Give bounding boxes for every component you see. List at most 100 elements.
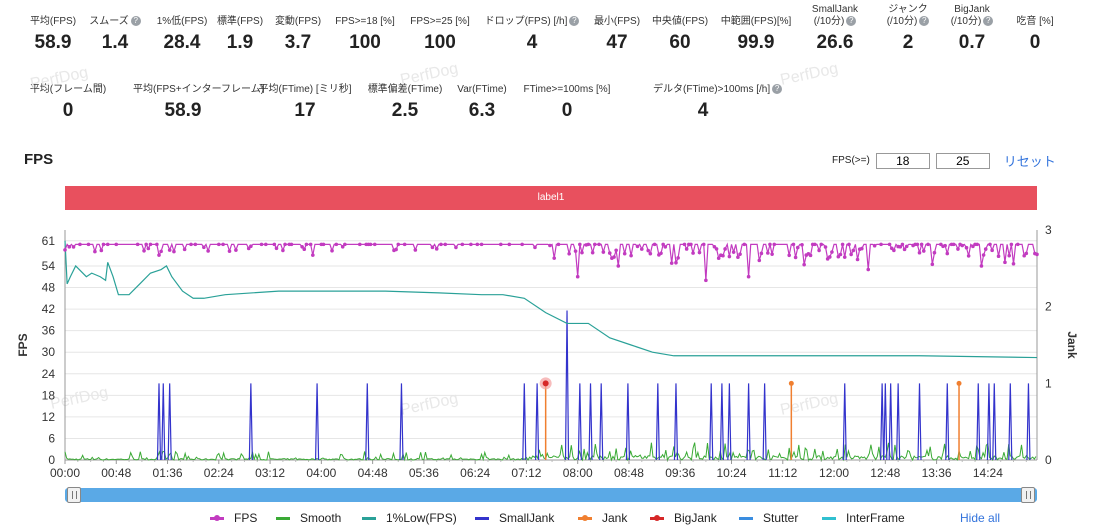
stat-13: BigJank (/10分)? 0.7 <box>922 4 1022 54</box>
fps-point <box>652 242 657 247</box>
fps-point <box>659 251 663 256</box>
label-bar[interactable]: label1 <box>65 186 1037 210</box>
fps-point <box>575 274 580 279</box>
smalljank-spike <box>161 383 166 461</box>
fps-point <box>646 248 650 253</box>
help-icon[interactable]: ? <box>130 16 141 27</box>
fps-point <box>221 242 225 247</box>
fps-point <box>915 242 920 247</box>
legend-item-bigjank[interactable]: BigJank <box>650 511 717 525</box>
smalljank-spike <box>888 383 893 461</box>
y-tick-label: 48 <box>42 281 56 295</box>
reset-button[interactable]: リセット <box>1003 154 1056 169</box>
stat-value: 6.3 <box>468 100 496 121</box>
slider-handle-right[interactable] <box>1021 487 1035 503</box>
stat-label: FTime>=100ms [%] <box>523 84 611 95</box>
smalljank-spike <box>156 383 162 461</box>
fps-point <box>802 262 806 267</box>
fps-point <box>157 253 161 257</box>
fps-point <box>932 250 937 255</box>
fps-threshold-label: FPS(>=) <box>832 155 870 166</box>
fps-point <box>330 248 334 253</box>
stat-5: FTime>=100ms [%] 0 <box>517 72 617 122</box>
slider-handle-left[interactable] <box>67 487 81 503</box>
fps-point <box>689 242 693 247</box>
chart-title: FPS <box>24 151 54 168</box>
fps-point <box>552 256 557 260</box>
fps-point <box>507 242 512 247</box>
fps-point <box>793 255 798 260</box>
fps-point <box>479 242 484 247</box>
stat-label: 変動(FPS) <box>274 16 322 27</box>
stat-value: 3.7 <box>284 32 312 53</box>
fps-point <box>1011 261 1016 266</box>
help-icon[interactable]: ? <box>919 16 930 27</box>
fps-point <box>592 242 597 247</box>
legend-swatch <box>362 516 376 520</box>
x-tick-label: 07:12 <box>511 466 541 480</box>
smalljank-spike <box>399 383 404 461</box>
fps-point <box>990 248 994 253</box>
fps-point <box>951 242 956 247</box>
help-icon[interactable]: ? <box>569 16 580 27</box>
stat-3: 標準偏差(FTime) 2.5 <box>355 72 455 122</box>
legend-item-fps[interactable]: FPS <box>210 511 257 525</box>
legend-item-interframe[interactable]: InterFrame <box>822 511 905 525</box>
stat-8: 最小(FPS) 47 <box>567 4 667 54</box>
smalljank-spike <box>1008 383 1013 461</box>
legend-item-smooth[interactable]: Smooth <box>276 511 341 525</box>
y2-tick-label: 3 <box>1045 223 1052 237</box>
fps-point <box>556 242 561 247</box>
help-icon[interactable]: ? <box>846 16 857 27</box>
legend-item-smalljank[interactable]: SmallJank <box>475 511 554 525</box>
legend-item-jank[interactable]: Jank <box>578 511 627 525</box>
fps-point <box>105 242 110 247</box>
fps-point <box>189 242 193 247</box>
stat-value: 17 <box>294 100 316 121</box>
fps-point <box>823 245 828 249</box>
legend-label: Jank <box>602 511 628 525</box>
fps-point <box>264 242 268 247</box>
fps-point <box>159 249 163 254</box>
fps-point <box>439 242 443 247</box>
fps-point <box>827 255 832 259</box>
fps-point <box>622 251 627 256</box>
fps-point <box>872 243 877 248</box>
legend-item-1-low-fps-[interactable]: 1%Low(FPS) <box>362 511 457 525</box>
fps-point <box>394 247 398 252</box>
fps-point <box>86 242 91 247</box>
fps-point <box>879 242 883 247</box>
stat-value: 0 <box>561 100 573 121</box>
stat-2: 平均(FTime) [ミリ秒] 17 <box>255 72 355 122</box>
smalljank-spike <box>314 383 320 461</box>
help-icon[interactable]: ? <box>772 84 783 95</box>
y-tick-label: 6 <box>48 431 55 445</box>
legend-item-stutter[interactable]: Stutter <box>739 511 798 525</box>
stat-label: 中範囲(FPS)[%] <box>720 16 792 27</box>
fps-point <box>193 242 198 247</box>
stat-label: 標準(FPS) <box>216 16 264 27</box>
smalljank-spike <box>1026 383 1031 461</box>
time-range-slider[interactable] <box>65 487 1037 503</box>
fps-point <box>340 244 345 249</box>
fps-threshold-input-2[interactable] <box>935 152 990 169</box>
legend-label: SmallJank <box>499 511 555 525</box>
fps-point <box>78 242 82 247</box>
stat-label: 平均(FPS+インターフレーム) <box>133 84 265 95</box>
fps-point <box>855 257 860 262</box>
fps-point <box>1022 253 1026 258</box>
fps-point <box>697 250 702 255</box>
stat-value: 0 <box>62 100 74 121</box>
low1-series-line <box>64 240 1038 359</box>
fps-threshold-input-1[interactable] <box>875 152 930 169</box>
smalljank-spike <box>588 383 593 461</box>
stat-label: 1%低(FPS) <box>156 16 208 27</box>
fps-point <box>302 247 307 252</box>
fps-point <box>674 260 678 265</box>
fps-point <box>430 245 435 250</box>
help-icon[interactable]: ? <box>983 16 994 27</box>
fps-point <box>768 242 772 247</box>
stat-label: BigJank (/10分)? <box>922 4 1022 28</box>
hide-all-button[interactable]: Hide all <box>960 511 1001 525</box>
